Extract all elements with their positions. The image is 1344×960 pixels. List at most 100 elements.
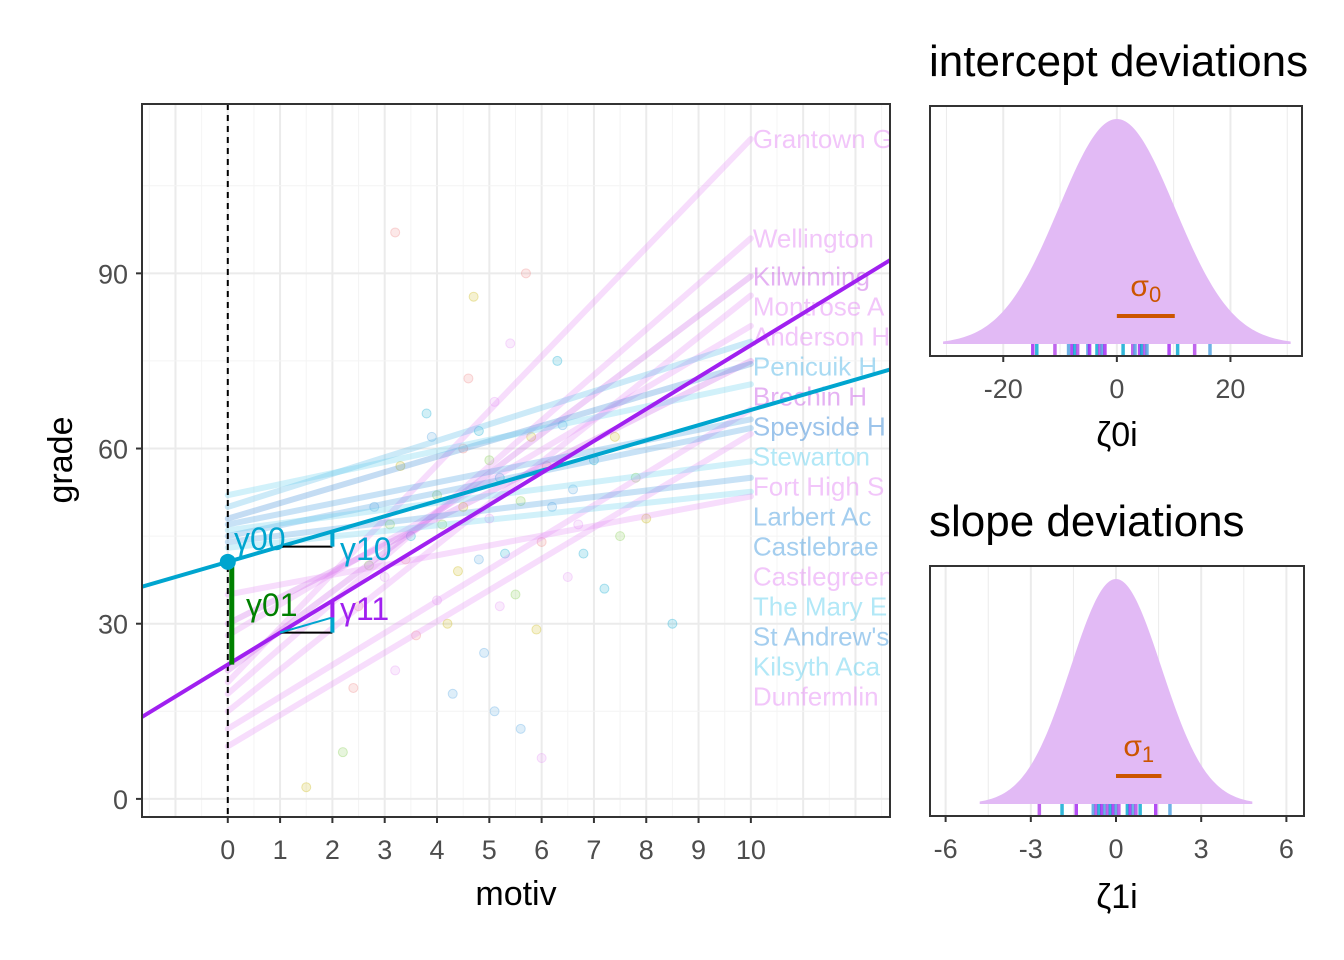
school-label: Wellington <box>753 223 874 253</box>
data-point <box>505 338 516 349</box>
x-tick-label: 2 <box>325 835 340 865</box>
x-tick-label: 8 <box>639 835 654 865</box>
school-line <box>224 474 754 545</box>
plot-border <box>141 103 891 818</box>
data-point <box>578 548 589 559</box>
x-tick-label: 4 <box>429 835 444 865</box>
x-tick-label: 20 <box>1215 374 1245 404</box>
x-axis-title: motiv <box>475 875 556 913</box>
school-label: Penicuik H <box>753 351 877 381</box>
intercept-deviations-panel: σ0 -20 0 20 <box>929 105 1303 404</box>
x-tick-label: 3 <box>377 835 392 865</box>
x-tick-label: 1 <box>273 835 288 865</box>
data-point <box>510 589 521 600</box>
data-point <box>479 647 490 658</box>
x-tick-label: 7 <box>586 835 601 865</box>
x-tick-label: -20 <box>984 374 1023 404</box>
school-line <box>224 322 754 639</box>
school-line <box>224 338 754 510</box>
data-point <box>641 513 652 524</box>
school-label: Stewarton <box>753 441 870 471</box>
school-line <box>224 406 754 732</box>
data-point <box>562 571 573 582</box>
x-tick-label: 0 <box>1108 834 1123 864</box>
school-line <box>224 360 754 522</box>
data-point <box>458 501 469 512</box>
x-tick-label: -6 <box>934 834 958 864</box>
y-tick-label: 90 <box>98 259 128 289</box>
school-label: Grantown G <box>753 124 893 154</box>
x-tick-label: 0 <box>1109 374 1124 404</box>
school-line <box>224 430 754 750</box>
school-label: Dunfermlin <box>753 681 879 711</box>
within-fixed-line <box>142 367 890 589</box>
school-label: The Mary E <box>753 591 887 621</box>
data-point <box>484 513 495 524</box>
data-point <box>426 431 437 442</box>
density-area <box>979 579 1253 804</box>
data-point <box>384 519 395 530</box>
school-label: Fort High S <box>753 471 885 501</box>
data-point <box>390 665 401 676</box>
gamma11-reference <box>279 616 333 634</box>
data-point <box>442 618 453 629</box>
data-point <box>432 595 443 606</box>
y-axis-title: grade <box>42 417 80 504</box>
school-line <box>224 235 754 697</box>
data-point <box>536 536 547 547</box>
data-point <box>515 496 526 507</box>
sigma-label: σ1 <box>1123 730 1154 767</box>
data-point <box>526 431 537 442</box>
x-tick-label: 6 <box>1279 834 1294 864</box>
annotation-gamma00: γ00 <box>234 521 286 557</box>
data-point <box>531 624 542 635</box>
x-tick-label: 0 <box>220 835 235 865</box>
school-line <box>224 273 754 674</box>
school-label: Montrose A <box>753 291 885 321</box>
data-point <box>473 554 484 565</box>
data-point <box>411 630 422 641</box>
y-tick-label: 0 <box>113 785 128 815</box>
intercept-panel-xlabel: ζ0i <box>1096 416 1137 454</box>
school-label: St Andrew's <box>753 621 889 651</box>
school-label: Kilsyth Aca <box>753 651 881 681</box>
data-point <box>390 227 401 238</box>
data-point <box>421 408 432 419</box>
data-point <box>484 455 495 466</box>
data-point <box>615 531 626 542</box>
school-label: Castlebrae <box>753 531 879 561</box>
data-point <box>463 373 474 384</box>
data-point <box>337 747 348 758</box>
data-point <box>536 753 547 764</box>
data-point <box>468 291 479 302</box>
school-line <box>224 493 754 598</box>
data-point <box>458 443 469 454</box>
sigma-label: σ0 <box>1130 270 1161 307</box>
school-label: Speyside H <box>753 411 886 441</box>
slope-panel-xlabel: ζ1i <box>1096 878 1137 916</box>
intercept-point <box>219 553 236 570</box>
x-tick-label: 10 <box>736 835 766 865</box>
data-point <box>348 682 359 693</box>
plot-background <box>142 104 890 817</box>
x-tick-label: 9 <box>691 835 706 865</box>
school-line <box>224 425 754 540</box>
data-point <box>630 472 641 483</box>
data-point <box>405 531 416 542</box>
x-tick-label: 3 <box>1194 834 1209 864</box>
slope-deviations-panel: σ1 -6 -3 0 3 6 <box>929 565 1305 864</box>
data-point <box>395 461 406 472</box>
data-point <box>515 723 526 734</box>
data-point <box>599 583 610 594</box>
y-tick-label: 60 <box>98 435 128 465</box>
y-tick-label: 30 <box>98 610 128 640</box>
data-point <box>489 396 500 407</box>
data-point <box>520 268 531 279</box>
data-point <box>353 601 364 612</box>
data-point <box>473 426 484 437</box>
x-tick-label: 5 <box>482 835 497 865</box>
data-point <box>364 560 375 571</box>
school-label: Larbert Ac <box>753 501 872 531</box>
school-line <box>224 458 754 534</box>
